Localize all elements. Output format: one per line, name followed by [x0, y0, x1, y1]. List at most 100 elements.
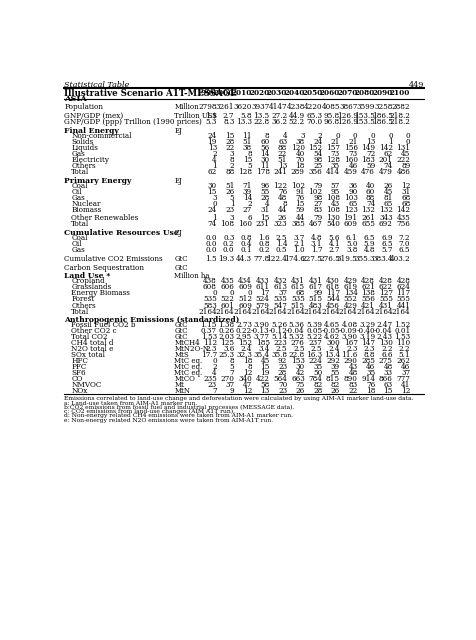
Text: 0.22: 0.22 [236, 327, 252, 335]
Text: Million: Million [174, 104, 199, 111]
Text: 609: 609 [238, 284, 252, 291]
Text: 59: 59 [366, 162, 375, 170]
Text: 385: 385 [291, 220, 305, 228]
Text: 130: 130 [326, 214, 340, 223]
Text: 95: 95 [331, 188, 340, 196]
Text: 756: 756 [397, 220, 410, 228]
Text: 449: 449 [408, 81, 424, 90]
Text: 2100: 2100 [390, 89, 410, 97]
Text: 18: 18 [366, 387, 375, 396]
Text: 2: 2 [212, 364, 217, 371]
Text: Forest: Forest [71, 296, 94, 303]
Text: 36: 36 [348, 182, 357, 189]
Text: 0.0: 0.0 [205, 240, 217, 248]
Text: 60: 60 [366, 188, 375, 196]
Text: 3.90: 3.90 [342, 333, 357, 341]
Text: 621: 621 [361, 284, 375, 291]
Text: 421: 421 [361, 301, 375, 310]
Text: 555: 555 [379, 296, 393, 303]
Text: 275: 275 [379, 357, 393, 365]
Text: EJ: EJ [174, 127, 182, 135]
Text: 83: 83 [348, 381, 357, 389]
Text: 112: 112 [203, 339, 217, 348]
Text: 0: 0 [406, 132, 410, 140]
Text: 8: 8 [283, 200, 287, 208]
Text: 2164: 2164 [374, 307, 393, 316]
Text: 1.4: 1.4 [276, 240, 287, 248]
Text: 122: 122 [273, 182, 287, 189]
Text: 48: 48 [384, 364, 393, 371]
Text: 39: 39 [243, 188, 252, 196]
Text: 77.8: 77.8 [254, 255, 269, 263]
Text: 57: 57 [331, 182, 340, 189]
Text: 74: 74 [384, 162, 393, 170]
Text: 777: 777 [397, 376, 410, 383]
Text: 27: 27 [243, 205, 252, 214]
Text: Other CO2 c: Other CO2 c [71, 327, 117, 335]
Text: 4238: 4238 [287, 104, 305, 111]
Text: Oil: Oil [71, 188, 81, 196]
Text: 608: 608 [203, 284, 217, 291]
Text: 866: 866 [379, 376, 393, 383]
Text: 174.6: 174.6 [284, 255, 305, 263]
Text: 1.15: 1.15 [200, 321, 217, 330]
Text: 152: 152 [308, 144, 322, 152]
Text: 59: 59 [296, 205, 305, 214]
Text: Emissions correlated to land-use change and deforestation were calculated by usi: Emissions correlated to land-use change … [64, 396, 414, 401]
Text: e: Non-energy related N2O emissions were taken from AIM-A1T run.: e: Non-energy related N2O emissions were… [64, 418, 273, 422]
Text: a: Land-use taken from AIM-A1 marker run.: a: Land-use taken from AIM-A1 marker run… [64, 401, 198, 406]
Text: 132: 132 [361, 205, 375, 214]
Text: 98: 98 [313, 156, 322, 164]
Text: 13: 13 [208, 144, 217, 152]
Text: 2: 2 [248, 200, 252, 208]
Text: 63: 63 [384, 381, 393, 389]
Text: 3261: 3261 [216, 104, 234, 111]
Text: GtC: GtC [174, 327, 188, 335]
Text: Cropland: Cropland [71, 278, 105, 285]
Text: 4: 4 [265, 200, 269, 208]
Text: 2.3: 2.3 [364, 346, 375, 353]
Text: 23: 23 [225, 205, 234, 214]
Text: -0.04: -0.04 [374, 327, 393, 335]
Text: 96.8: 96.8 [324, 118, 340, 126]
Text: 0: 0 [212, 200, 217, 208]
Text: 44.3: 44.3 [236, 255, 252, 263]
Text: 185: 185 [256, 339, 269, 348]
Text: 35.8: 35.8 [271, 351, 287, 359]
Text: 438: 438 [203, 278, 217, 285]
Text: 515: 515 [308, 296, 322, 303]
Text: 160: 160 [238, 220, 252, 228]
Text: 1.5: 1.5 [205, 255, 217, 263]
Text: 486: 486 [397, 168, 410, 176]
Text: 15: 15 [296, 200, 305, 208]
Text: 201: 201 [379, 156, 393, 164]
Text: Liquids: Liquids [71, 144, 98, 152]
Text: 431: 431 [379, 301, 393, 310]
Text: 1: 1 [212, 162, 217, 170]
Text: 235: 235 [203, 376, 217, 383]
Text: 2.5: 2.5 [276, 234, 287, 243]
Text: 2.3: 2.3 [346, 346, 357, 353]
Text: 2.2: 2.2 [381, 346, 393, 353]
Text: 73: 73 [348, 150, 357, 158]
Text: 9: 9 [230, 387, 234, 396]
Text: 12: 12 [401, 387, 410, 396]
Text: 4: 4 [283, 132, 287, 140]
Text: Total: Total [71, 220, 89, 228]
Text: 13.5: 13.5 [254, 112, 269, 120]
Text: 19.3: 19.3 [218, 255, 234, 263]
Text: GNP/GDP (mex): GNP/GDP (mex) [64, 112, 123, 120]
Text: 692: 692 [379, 220, 393, 228]
Text: 8: 8 [248, 150, 252, 158]
Text: 6.6: 6.6 [381, 351, 393, 359]
Text: 45: 45 [384, 188, 393, 196]
Text: 19: 19 [260, 369, 269, 378]
Text: 4.62: 4.62 [324, 333, 340, 341]
Text: 4.8: 4.8 [311, 234, 322, 243]
Text: 8.8: 8.8 [364, 351, 375, 359]
Text: 2050: 2050 [302, 89, 322, 97]
Text: 3.6: 3.6 [223, 346, 234, 353]
Text: 0.8: 0.8 [240, 234, 252, 243]
Text: 12: 12 [243, 369, 252, 378]
Text: Statistical Table: Statistical Table [64, 81, 129, 90]
